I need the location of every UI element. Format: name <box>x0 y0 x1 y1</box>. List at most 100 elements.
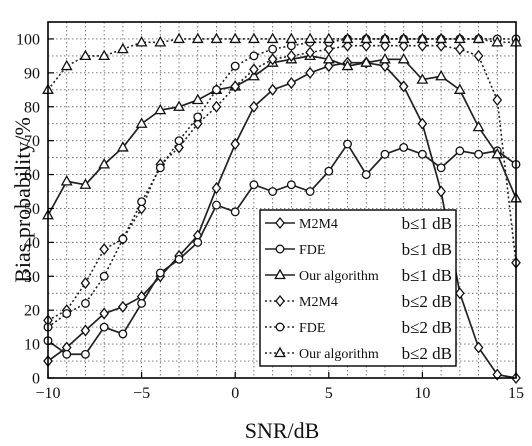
data-point-triangle <box>397 32 410 44</box>
data-point-triangle <box>491 36 504 47</box>
data-point-diamond <box>305 66 315 79</box>
data-point-diamond <box>249 100 259 113</box>
y-tick-label: 80 <box>24 99 40 116</box>
y-tick-label: 20 <box>24 303 40 320</box>
series-2 <box>43 139 521 359</box>
series-lines <box>42 32 522 385</box>
x-tick-label: −10 <box>35 385 60 402</box>
data-point-circle <box>62 349 72 359</box>
data-point-triangle <box>341 32 354 44</box>
data-point-circle <box>137 197 147 207</box>
data-point-triangle <box>173 32 185 44</box>
data-point-circle <box>212 200 221 210</box>
series-6 <box>42 32 522 94</box>
data-point-triangle <box>341 59 354 71</box>
data-point-diamond <box>80 324 91 337</box>
data-point-triangle <box>191 93 204 105</box>
data-point-triangle <box>322 32 335 44</box>
series-3 <box>42 49 522 220</box>
data-point-circle <box>193 112 203 122</box>
plot-area-frame <box>47 21 517 379</box>
data-point-circle <box>305 187 315 196</box>
legend-condition: b≤1 dB <box>402 266 452 285</box>
data-point-circle <box>380 149 390 159</box>
data-point-diamond <box>286 49 297 62</box>
data-point-triangle <box>379 52 391 64</box>
legend-series-name: Our algorithm <box>299 347 379 362</box>
data-point-circle <box>399 142 409 152</box>
data-point-triangle <box>435 32 448 44</box>
data-point-circle <box>193 237 203 247</box>
data-point-triangle <box>173 100 185 111</box>
data-point-diamond <box>492 93 503 107</box>
data-point-diamond <box>455 43 465 56</box>
data-point-circle <box>80 298 90 308</box>
y-tick-label: 10 <box>24 337 40 354</box>
x-tick-label: 10 <box>414 385 430 402</box>
legend-box <box>259 209 457 367</box>
legend-condition: b≤1 dB <box>402 214 452 233</box>
y-tick-label: 70 <box>24 133 40 150</box>
data-point-circle <box>62 309 72 319</box>
y-axis-label: Bias probability/% <box>10 117 35 283</box>
data-point-triangle <box>116 141 129 152</box>
data-point-circle <box>417 149 427 159</box>
x-axis-label: SNR/dB <box>245 418 320 443</box>
legend-condition: b≤2 dB <box>402 292 452 311</box>
data-point-triangle <box>135 117 148 128</box>
legend-condition: b≤2 dB <box>402 344 452 363</box>
data-point-triangle <box>379 32 391 44</box>
data-point-circle <box>268 187 278 196</box>
data-point-diamond <box>380 39 390 52</box>
legend-marker-diamond <box>275 216 285 230</box>
data-point-diamond <box>361 39 372 52</box>
data-point-triangle <box>135 36 148 47</box>
data-point-diamond <box>417 39 428 52</box>
y-tick-label: 100 <box>16 31 40 48</box>
data-point-diamond <box>473 49 484 62</box>
data-point-circle <box>155 163 165 173</box>
y-tick-label: 30 <box>24 269 40 286</box>
y-tick-label: 40 <box>24 235 40 252</box>
data-point-diamond <box>267 53 278 66</box>
data-point-diamond <box>267 83 278 96</box>
data-point-diamond <box>398 39 409 52</box>
data-point-circle <box>230 61 240 71</box>
legend-series-name: FDE <box>299 321 325 336</box>
data-point-triangle <box>79 178 92 189</box>
legend-series-name: M2M4 <box>299 295 338 310</box>
legend-marker-triangle <box>274 268 286 280</box>
data-point-triangle <box>60 59 73 71</box>
data-point-triangle <box>98 158 111 169</box>
data-point-triangle <box>229 32 242 44</box>
data-point-circle <box>118 329 128 339</box>
data-point-circle <box>268 44 278 54</box>
legend-condition: b≤2 dB <box>402 318 452 337</box>
data-point-circle <box>474 149 484 159</box>
data-point-triangle <box>266 32 279 44</box>
data-point-circle <box>361 170 371 180</box>
legend-marker-circle <box>275 244 285 254</box>
data-point-diamond <box>118 300 128 313</box>
series-line <box>47 38 516 328</box>
data-point-triangle <box>472 120 485 132</box>
data-point-triangle <box>453 32 466 44</box>
data-point-circle <box>80 349 90 359</box>
data-point-diamond <box>286 76 297 90</box>
legend-condition: b≤1 dB <box>402 240 452 259</box>
series-1 <box>43 56 521 385</box>
data-point-diamond <box>473 341 484 354</box>
data-point-diamond <box>323 60 334 73</box>
legend-marker-diamond <box>275 294 285 308</box>
data-point-triangle <box>304 32 316 44</box>
data-point-triangle <box>416 73 429 84</box>
data-point-circle <box>230 207 240 217</box>
legend-series-name: M2M4 <box>299 217 338 232</box>
x-tick-label: −5 <box>133 385 150 402</box>
data-point-circle <box>137 298 147 308</box>
data-point-triangle <box>154 103 167 115</box>
legend-marker-triangle <box>274 346 286 358</box>
data-point-diamond <box>249 63 259 76</box>
legend-series-name: FDE <box>299 243 325 258</box>
